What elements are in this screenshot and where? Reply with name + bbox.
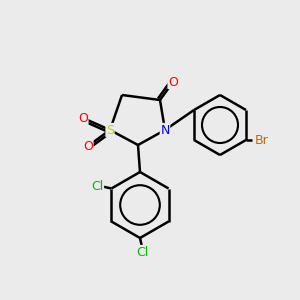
- Text: S: S: [106, 124, 114, 136]
- Text: N: N: [160, 124, 170, 136]
- Text: O: O: [83, 140, 93, 152]
- Text: O: O: [168, 76, 178, 88]
- Text: Cl: Cl: [136, 245, 148, 259]
- Text: O: O: [78, 112, 88, 124]
- Text: Br: Br: [255, 134, 269, 146]
- Text: Cl: Cl: [91, 180, 104, 193]
